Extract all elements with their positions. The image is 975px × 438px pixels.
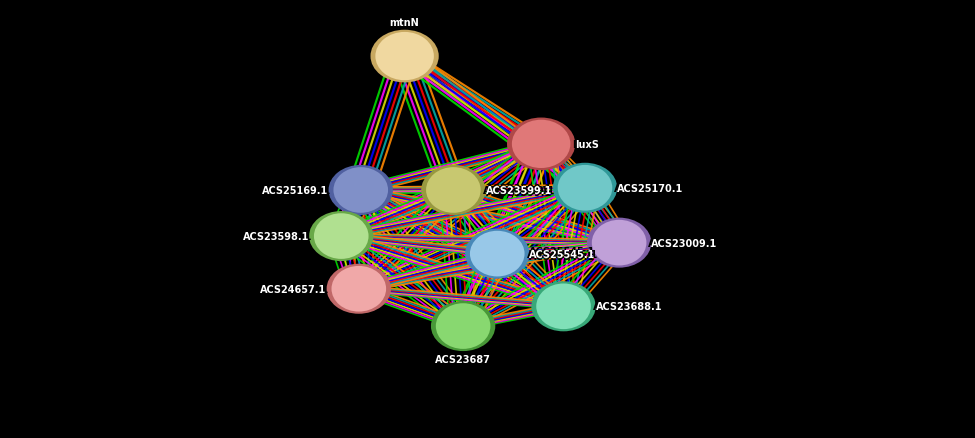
Text: ACS24657.1: ACS24657.1 (260, 282, 327, 292)
Text: ACS24657.1: ACS24657.1 (257, 284, 324, 294)
Text: ACS23687: ACS23687 (438, 354, 494, 364)
Text: mtnN: mtnN (390, 20, 419, 30)
Ellipse shape (327, 264, 391, 314)
Ellipse shape (314, 214, 369, 259)
Text: ACS23687: ACS23687 (435, 354, 491, 364)
Ellipse shape (558, 166, 612, 211)
Text: ACS23599.1: ACS23599.1 (486, 188, 552, 198)
Text: ACS24657.1: ACS24657.1 (260, 286, 327, 296)
Text: ACS23599.1: ACS23599.1 (486, 184, 552, 193)
Text: ACS25170.1: ACS25170.1 (620, 184, 686, 193)
Text: ACS23688.1: ACS23688.1 (599, 302, 665, 311)
Text: luxS: luxS (575, 142, 599, 152)
Text: ACS24657.1: ACS24657.1 (263, 284, 330, 294)
Text: ACS25170.1: ACS25170.1 (617, 184, 683, 193)
Ellipse shape (592, 220, 646, 266)
Text: ACS23688.1: ACS23688.1 (593, 302, 659, 311)
Text: ACS23598.1: ACS23598.1 (246, 232, 312, 241)
Ellipse shape (333, 168, 388, 213)
Text: mtnN: mtnN (390, 15, 419, 25)
Text: ACS23598.1: ACS23598.1 (243, 234, 309, 244)
Text: ACS23598.1: ACS23598.1 (243, 230, 309, 239)
Ellipse shape (431, 301, 495, 351)
Ellipse shape (553, 163, 617, 213)
Text: mtnN: mtnN (393, 18, 422, 28)
Ellipse shape (531, 282, 596, 332)
Ellipse shape (512, 120, 570, 169)
Text: ACS25545.1: ACS25545.1 (526, 249, 593, 259)
Text: ACS23599.1: ACS23599.1 (488, 186, 555, 195)
Text: ACS25545.1: ACS25545.1 (529, 249, 596, 259)
Text: ACS23009.1: ACS23009.1 (651, 238, 718, 248)
Text: ACS25169.1: ACS25169.1 (262, 186, 329, 195)
Ellipse shape (470, 231, 525, 277)
Ellipse shape (465, 229, 529, 279)
Text: ACS23688.1: ACS23688.1 (596, 302, 662, 311)
Text: ACS23599.1: ACS23599.1 (483, 186, 549, 195)
Text: mtnN: mtnN (390, 18, 419, 28)
Text: ACS23009.1: ACS23009.1 (648, 238, 715, 248)
Text: ACS23688.1: ACS23688.1 (596, 300, 662, 309)
Text: ACS25169.1: ACS25169.1 (265, 186, 332, 195)
Text: ACS23598.1: ACS23598.1 (240, 232, 306, 241)
Text: ACS25545.1: ACS25545.1 (532, 249, 599, 259)
Text: ACS25545.1: ACS25545.1 (529, 251, 596, 261)
Text: ACS23688.1: ACS23688.1 (596, 304, 662, 314)
Text: ACS23009.1: ACS23009.1 (654, 238, 721, 248)
Ellipse shape (426, 168, 481, 213)
Text: ACS25170.1: ACS25170.1 (614, 184, 681, 193)
Text: ACS25169.1: ACS25169.1 (262, 188, 329, 198)
Text: ACS23009.1: ACS23009.1 (651, 236, 718, 246)
Text: ACS25169.1: ACS25169.1 (259, 186, 326, 195)
Text: ACS23009.1: ACS23009.1 (651, 240, 718, 250)
Ellipse shape (332, 266, 386, 312)
Ellipse shape (375, 33, 434, 81)
Text: ACS23687: ACS23687 (435, 357, 491, 367)
Text: ACS23687: ACS23687 (432, 354, 488, 364)
Text: luxS: luxS (575, 138, 599, 147)
Ellipse shape (507, 118, 575, 171)
Text: luxS: luxS (575, 140, 599, 149)
Text: ACS25170.1: ACS25170.1 (617, 186, 683, 195)
Text: luxS: luxS (572, 140, 596, 149)
Ellipse shape (536, 284, 591, 329)
Text: ACS23599.1: ACS23599.1 (486, 186, 552, 195)
Ellipse shape (587, 218, 651, 268)
Text: ACS23598.1: ACS23598.1 (243, 232, 309, 241)
Ellipse shape (421, 166, 486, 215)
Text: ACS25169.1: ACS25169.1 (262, 184, 329, 193)
Text: ACS24657.1: ACS24657.1 (260, 284, 327, 294)
Text: mtnN: mtnN (387, 18, 416, 28)
Ellipse shape (436, 304, 490, 349)
Text: ACS23687: ACS23687 (435, 352, 491, 362)
Ellipse shape (329, 166, 393, 215)
Text: luxS: luxS (578, 140, 602, 149)
Ellipse shape (370, 31, 439, 83)
Text: ACS25170.1: ACS25170.1 (617, 181, 683, 191)
Text: ACS25545.1: ACS25545.1 (529, 247, 596, 257)
Ellipse shape (309, 212, 373, 261)
